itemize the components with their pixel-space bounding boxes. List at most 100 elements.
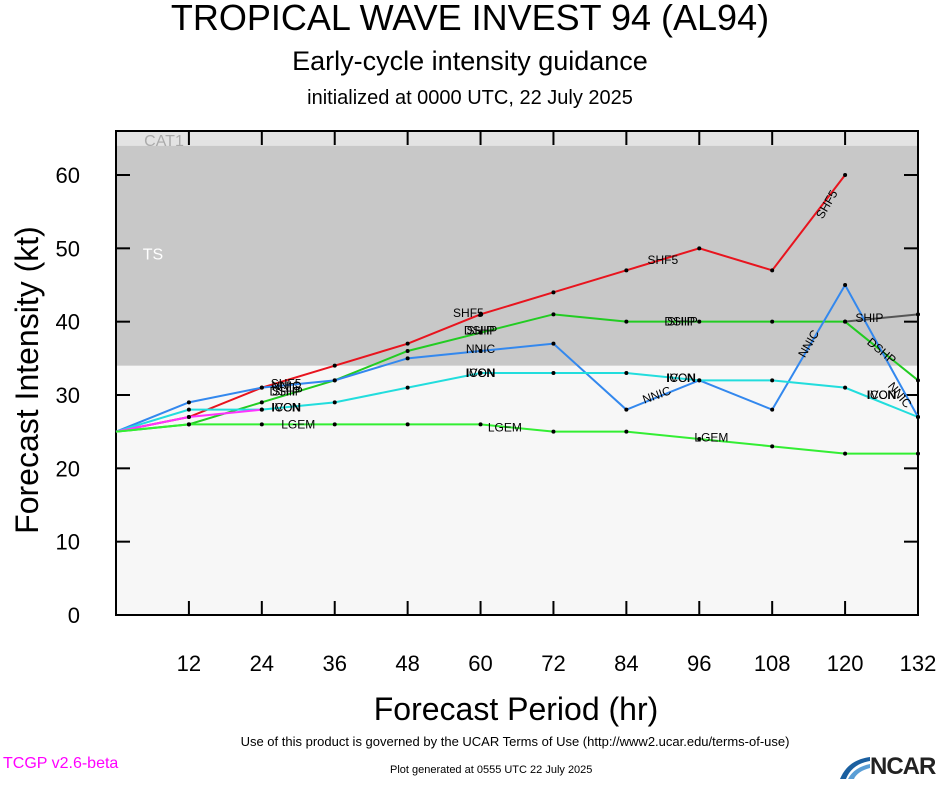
- x-tick-label: 132: [900, 651, 937, 676]
- series-line-ship: [844, 313, 919, 323]
- series-point-shf5: [770, 268, 775, 273]
- series-point-dshp: [770, 319, 775, 324]
- series-label-shf5: SHF5: [647, 253, 678, 267]
- terms-of-use-notice: Use of this product is governed by the U…: [240, 734, 790, 749]
- band-label-cat1: CAT1: [144, 133, 184, 150]
- series-point-lgem: [551, 429, 556, 434]
- series-point-icon: [405, 385, 410, 390]
- series-label-shf5: SHF5: [271, 376, 302, 390]
- series-point-lgem: [259, 422, 264, 427]
- series-point-icon: [332, 400, 337, 405]
- series-label-icon: ICON: [466, 366, 496, 380]
- series-label-icon: ICON: [271, 400, 301, 414]
- series-point-lgem: [186, 422, 191, 427]
- series-point-ship: [916, 312, 920, 317]
- x-tick-label: 60: [468, 651, 492, 676]
- y-tick-label: 40: [56, 310, 80, 335]
- series-point-hcca: [186, 415, 191, 419]
- series-point-shf5: [697, 246, 702, 251]
- series-point-icon: [697, 378, 702, 383]
- series-point-nnic: [551, 341, 556, 346]
- series-point-shf5: [624, 268, 629, 273]
- initialization-time: initialized at 0000 UTC, 22 July 2025: [307, 87, 633, 109]
- series-point-nnic: [405, 356, 410, 361]
- x-axis-label: Forecast Period (hr): [374, 691, 659, 727]
- series-point-icon: [551, 371, 556, 375]
- series-point-lgem: [332, 422, 337, 427]
- series-label-nnic: NNIC: [271, 379, 301, 393]
- x-tick-label: 24: [250, 651, 274, 676]
- ncar-logo-icon: [840, 757, 870, 779]
- series-point-lgem: [770, 444, 775, 449]
- x-tick-label: 108: [754, 651, 791, 676]
- series-label-nnic: NNIC: [466, 342, 496, 356]
- series-point-lgem: [697, 437, 702, 441]
- series-label-ship: SHIP: [272, 384, 300, 398]
- series-label-icon: ICON: [867, 388, 897, 402]
- y-tick-label: 10: [56, 530, 80, 555]
- series-point-dshp: [624, 319, 629, 324]
- series-point-nnic: [186, 400, 191, 405]
- series-label-dshp: DSHP: [464, 323, 497, 337]
- series-point-lgem: [843, 451, 848, 456]
- y-tick-label: 50: [56, 236, 80, 261]
- series-line-lgem: [115, 423, 918, 455]
- series-point-nnic: [624, 407, 629, 412]
- series-point-icon: [770, 378, 775, 383]
- series-point-icon: [843, 385, 848, 390]
- chart-title: TROPICAL WAVE INVEST 94 (AL94): [170, 0, 770, 38]
- series-point-nnic: [332, 378, 337, 383]
- series-point-dshp: [478, 330, 483, 335]
- x-tick-label: 96: [687, 651, 711, 676]
- series-point-dshp: [405, 349, 410, 353]
- series-point-icon: [478, 371, 483, 375]
- series-point-nnic: [259, 385, 264, 390]
- series-label-dshp: DSHP: [269, 384, 302, 398]
- series-point-ship: [843, 319, 848, 324]
- series-point-icon: [916, 415, 920, 419]
- series-point-nnic: [770, 407, 775, 412]
- band-ts: [116, 145, 918, 366]
- x-tick-label: 84: [614, 651, 638, 676]
- series-label-ship: SHIP: [467, 323, 495, 337]
- series-line-dshp: [115, 313, 919, 433]
- series-label-lgem: LGEM: [488, 420, 522, 434]
- ncar-logo-text: NCAR: [870, 753, 936, 780]
- ncar-logo: NCAR: [838, 753, 940, 780]
- series-point-nnic: [843, 283, 848, 287]
- series-point-dshp: [697, 319, 702, 324]
- series-label-ship: SHIP: [667, 315, 695, 329]
- x-tick-label: 36: [322, 651, 346, 676]
- series-line-nnic: [115, 282, 919, 433]
- x-tick-label: 12: [177, 651, 201, 676]
- plot-frame: [115, 130, 919, 616]
- series-point-shf5: [551, 290, 556, 295]
- series-point-nnic: [478, 349, 483, 353]
- series-point-lgem: [405, 422, 410, 427]
- x-tick-label: 48: [395, 651, 419, 676]
- version-label: TCGP v2.6-beta: [3, 755, 119, 772]
- chart-subtitle: Early-cycle intensity guidance: [292, 46, 648, 76]
- y-tick-label: 30: [56, 383, 80, 408]
- series-label-ivcn: IVCN: [867, 388, 896, 402]
- series-point-lgem: [478, 422, 483, 427]
- series-label-lgem: LGEM: [281, 417, 315, 431]
- series-line-icon: [115, 372, 919, 433]
- series-point-shf5: [478, 312, 483, 317]
- series-label-icon: ICON: [666, 371, 696, 385]
- series-point-dshp: [551, 312, 556, 317]
- series-label-dshp: DSHP: [664, 315, 697, 329]
- band-cat1: [116, 131, 918, 146]
- plot-area: TS CAT1 12 24 36 48 60 72 84 96 108 120 132 0 10 20 30 40…: [56, 130, 937, 676]
- series-label-ship: SHIP: [855, 311, 883, 325]
- series-label-ivcn: IVCN: [667, 371, 696, 385]
- series-label-shf5: SHF5: [453, 306, 484, 320]
- band-label-ts: TS: [143, 246, 163, 263]
- series-point-icon: [624, 371, 629, 375]
- y-tick-label: 20: [56, 456, 80, 481]
- series-point-shf5: [843, 173, 848, 177]
- y-axis-label: Forecast Intensity (kt): [9, 226, 45, 534]
- series-point-lgem: [624, 429, 629, 434]
- series-point-shf5: [405, 341, 410, 346]
